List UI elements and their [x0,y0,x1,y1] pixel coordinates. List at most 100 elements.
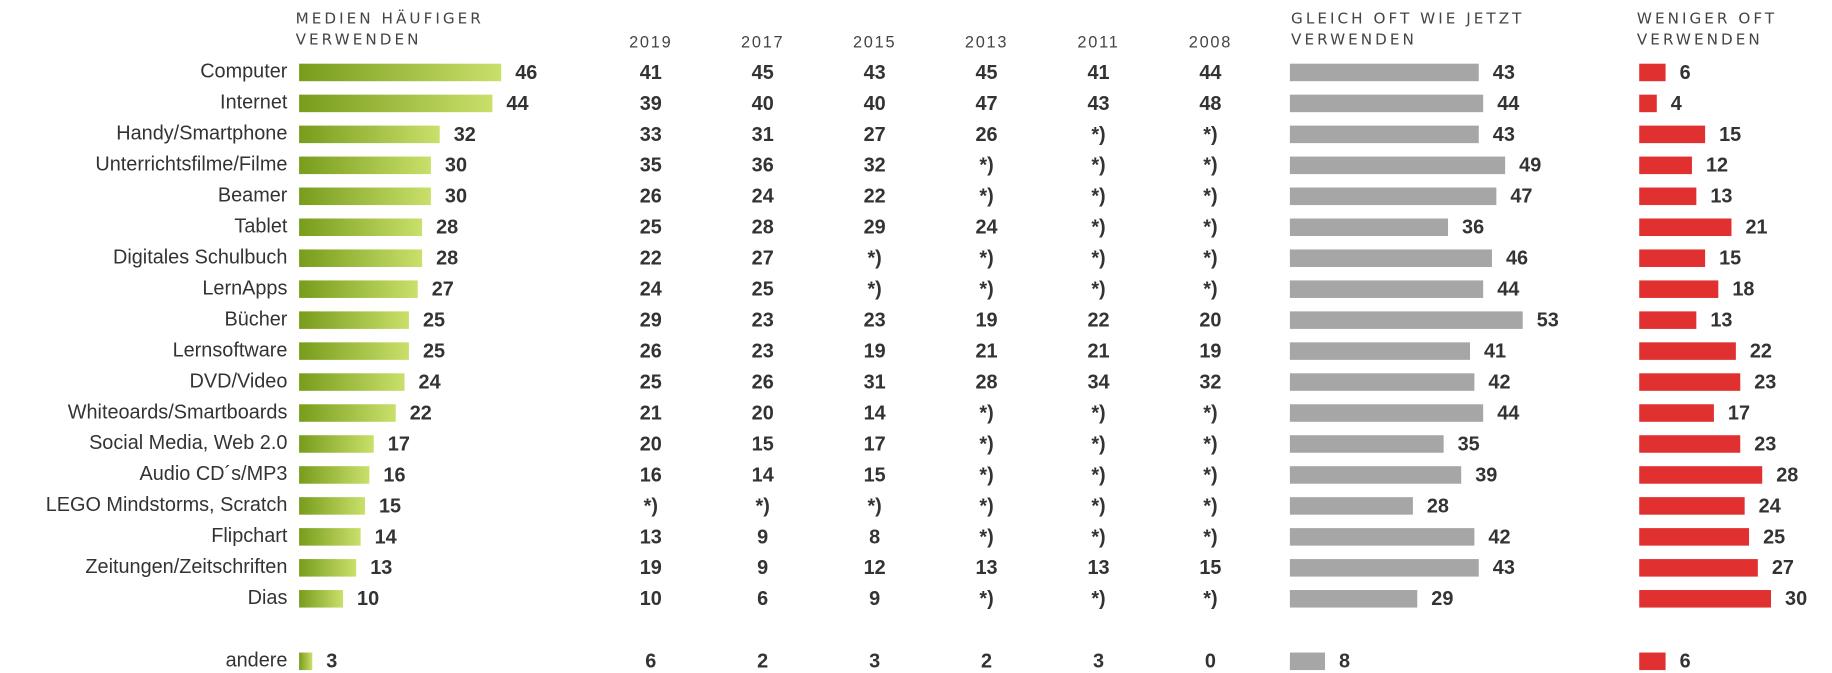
category-label: Zeitungen/Zeitschriften [85,556,287,578]
bar [299,435,374,453]
history-value: 29 [864,217,886,239]
bar [1289,559,1479,577]
category-label: Beamer [218,185,288,207]
history-value: 27 [752,248,774,270]
bar [1289,280,1484,298]
bar [1639,187,1697,206]
value-label: 44 [1497,93,1519,115]
value-label: 6 [1680,62,1691,84]
history-value: 9 [757,557,768,579]
value-label: 29 [1431,588,1453,610]
bar [299,63,502,82]
bar [1639,652,1666,671]
value-label: 41 [1484,341,1506,363]
history-value: 21 [640,402,662,424]
history-value: 34 [1087,371,1109,393]
value-label: 25 [423,341,445,363]
category-label: Social Media, Web 2.0 [89,432,287,454]
history-value: 19 [640,557,662,579]
value-label: 44 [506,93,528,115]
value-label: 46 [1506,248,1528,270]
bar [1289,435,1444,453]
history-value: *) [979,186,993,208]
history-value: *) [756,495,770,517]
category-label: Internet [220,92,288,114]
history-value: 10 [640,588,662,610]
history-value: 28 [976,371,998,393]
history-value: *) [979,526,993,548]
history-value: 40 [864,93,886,115]
bar [1639,342,1736,360]
bar [1639,125,1706,144]
bar [1639,280,1719,298]
value-label: 43 [1493,62,1515,84]
history-value: 26 [752,371,774,393]
bar [1289,311,1523,329]
bar [1289,466,1462,484]
bar [299,125,440,144]
history-value: 0 [1205,651,1216,673]
bar [1639,63,1666,82]
history-value: *) [1203,402,1217,424]
value-label: 53 [1537,310,1559,332]
value-label: 13 [1710,186,1732,208]
bar [299,497,365,515]
value-label: 44 [1497,279,1519,301]
value-label: 15 [379,495,401,517]
history-value: *) [1203,433,1217,455]
bar [1639,497,1745,515]
history-value: 24 [752,186,774,208]
history-value: *) [1203,464,1217,486]
history-value: *) [1203,279,1217,301]
history-value: 27 [864,124,886,146]
value-label: 12 [1706,155,1728,177]
history-value: 2 [757,651,768,673]
history-value: *) [1091,279,1105,301]
value-label: 22 [410,402,432,424]
bar [1639,590,1772,608]
value-label: 47 [1510,186,1532,208]
bar [299,280,418,298]
series-header-text: WENIGER OFT VERWENDEN [1636,10,1778,50]
value-label: 43 [1493,124,1515,146]
history-value: *) [1091,248,1105,270]
value-label: 25 [423,310,445,332]
history-value: 12 [864,557,886,579]
history-value: 25 [640,371,662,393]
bar [299,249,423,267]
value-label: 28 [436,248,458,270]
history-value: 22 [640,248,662,270]
history-value: *) [1203,155,1217,177]
history-value: 8 [869,526,880,548]
bar [299,404,396,422]
value-label: 30 [445,155,467,177]
history-value: 32 [1199,371,1221,393]
history-value: 13 [1087,557,1109,579]
history-value: 40 [752,93,774,115]
year-header: 2011 [1077,34,1119,52]
history-value: 31 [864,371,886,393]
bar [299,590,344,608]
category-label: Handy/Smartphone [116,123,287,145]
history-value: 23 [752,341,774,363]
category-label: Digitales Schulbuch [113,246,287,268]
history-value: 9 [757,526,768,548]
value-label: 15 [1719,124,1741,146]
series-header: GLEICH OFT WIE JETZT VERWENDEN [1291,11,1521,50]
history-value: 3 [1093,651,1104,673]
category-label: Whiteoards/Smartboards [68,401,288,423]
history-value: *) [979,248,993,270]
history-value: *) [979,464,993,486]
value-label: 49 [1519,155,1541,177]
history-value: *) [1091,155,1105,177]
value-label: 28 [436,217,458,239]
history-value: 13 [976,557,998,579]
history-value: *) [1091,217,1105,239]
bar [1289,404,1484,422]
history-value: *) [979,433,993,455]
series-header-text: MEDIEN HÄUFIGER VERWENDEN [295,10,484,50]
history-value: *) [1203,186,1217,208]
value-label: 32 [454,124,476,146]
value-label: 43 [1493,557,1515,579]
history-value: *) [1203,124,1217,146]
